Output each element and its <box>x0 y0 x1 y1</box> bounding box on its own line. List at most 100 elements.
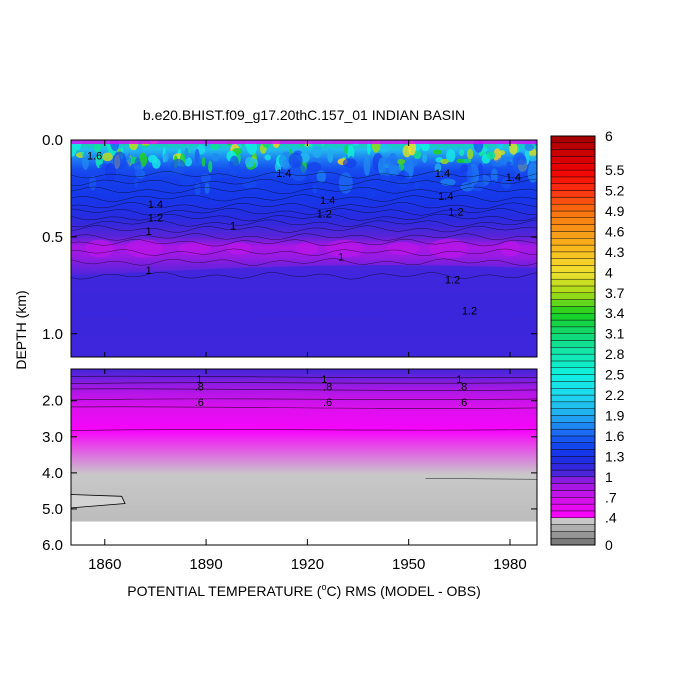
contour-label: 1.2 <box>317 209 332 221</box>
colorbar-label: 1 <box>605 469 613 485</box>
colorbar-segment <box>550 537 596 546</box>
colorbar-frame <box>550 135 596 546</box>
colorbar-segment <box>550 374 596 382</box>
colorbar-segment <box>550 231 596 239</box>
contour-line <box>71 233 537 241</box>
colorbar-segment <box>550 197 596 205</box>
contour-line <box>71 248 537 256</box>
contour-label: 1 <box>321 374 327 386</box>
x-axis-label-end: C) RMS (MODEL - OBS) <box>326 583 480 599</box>
y-tick-label: 4.0 <box>42 465 63 482</box>
contour-label: 1.4 <box>435 168 450 180</box>
contour-label: .6 <box>195 397 204 409</box>
colorbar-segment <box>550 258 596 266</box>
lower-contour-line <box>71 375 537 379</box>
lower-panel-frame <box>70 368 538 546</box>
contour-label: .8 <box>195 381 204 393</box>
colorbar-segment <box>550 442 596 450</box>
colorbar-segment <box>550 183 596 191</box>
colorbar-segment <box>550 278 596 287</box>
contour-label: 1.6 <box>87 151 102 163</box>
deep-blue-region <box>71 265 537 357</box>
y-tick-label: 0.0 <box>42 132 63 149</box>
lower-contour-line <box>425 477 537 480</box>
colorbar-label: 3.4 <box>605 305 625 321</box>
surface-noise-band <box>71 140 537 201</box>
x-tick-label: 1950 <box>392 556 425 573</box>
contour-line <box>71 208 537 216</box>
colorbar-segment <box>550 251 596 259</box>
contour-line <box>71 225 537 233</box>
contour-label: 1 <box>146 265 152 277</box>
contour-label: 1 <box>230 220 236 232</box>
colorbar-label: 1.6 <box>605 428 625 444</box>
contour-line <box>71 272 537 280</box>
colorbar-segment <box>550 510 596 518</box>
colorbar-segment <box>550 503 596 512</box>
contour-label: 1 <box>456 374 462 386</box>
contour-line <box>71 219 537 228</box>
colorbar-segment <box>550 285 596 293</box>
colorbar-label: .7 <box>605 489 617 505</box>
x-tick-label: 1890 <box>189 556 222 573</box>
contour-label: 1.2 <box>445 275 460 287</box>
colorbar-segment <box>550 476 596 484</box>
colorbar-label: 2.2 <box>605 387 625 403</box>
colorbar-label: 4.3 <box>605 244 625 260</box>
colorbar-segment <box>550 517 596 525</box>
x-tick-label: 1920 <box>291 556 324 573</box>
lower-panel-fill <box>71 369 537 524</box>
colorbar-label: 1.3 <box>605 448 625 464</box>
upper-panel-frame <box>70 139 538 358</box>
x-tick-label: 1980 <box>493 556 526 573</box>
no-data-area <box>71 521 537 545</box>
colorbar-segment <box>550 265 596 273</box>
contour-labels: 1.61.4 1.4 1.41.4 1.4 1.41.2 1.2 1.21 1111.21.2… <box>87 151 521 409</box>
colorbar-segment <box>550 367 596 375</box>
contour-label: 1.2 <box>448 207 463 219</box>
contour-label: .6 <box>323 397 332 409</box>
colorbar-label: 3.7 <box>605 285 625 301</box>
contour-line <box>71 186 537 195</box>
contour-label: 1 <box>196 374 202 386</box>
x-axis-label-degree: o <box>321 582 326 592</box>
lower-contour-line <box>71 406 537 409</box>
colorbar-segment <box>550 422 596 430</box>
x-tick-label: 1860 <box>88 556 121 573</box>
colorbar-segment <box>550 333 596 341</box>
colorbar-segment <box>550 435 596 443</box>
colorbar-segment <box>550 163 596 171</box>
colorbar-segment <box>550 524 596 532</box>
colorbar-segment <box>550 135 596 144</box>
contour-line <box>71 194 537 202</box>
colorbar-segment <box>550 142 596 150</box>
lower-contour-line <box>71 398 537 401</box>
contour-label: 1 <box>338 251 344 263</box>
colorbar-segment <box>550 401 596 409</box>
colorbar-label: 3.1 <box>605 326 625 342</box>
colorbar-segment <box>550 408 596 416</box>
colorbar-segment <box>550 313 596 321</box>
y-tick-label: 0.5 <box>42 229 63 246</box>
colorbar-segment <box>550 306 596 314</box>
colorbar-segment <box>550 203 596 212</box>
y-tick-label: 3.0 <box>42 429 63 446</box>
colorbar-label: 6 <box>605 128 613 144</box>
lower-panel <box>70 368 538 546</box>
colorbar-label: .4 <box>605 510 617 526</box>
colorbar-segment <box>550 156 596 164</box>
colorbar-label: 4 <box>605 264 613 280</box>
colorbar-segment <box>550 149 596 157</box>
colorbar-segment <box>550 224 596 232</box>
contour-line <box>71 202 537 210</box>
upper-contour-lines <box>71 171 537 280</box>
colorbar-segment <box>550 463 596 471</box>
chart-title: b.e20.BHIST.f09_g17.20thC.157_01 INDIAN … <box>143 107 465 123</box>
colorbar-segment <box>550 176 596 184</box>
colorbar-segment <box>550 238 596 246</box>
y-tick-label: 6.0 <box>42 537 63 554</box>
colorbar-segment <box>550 169 596 178</box>
colorbar-label: 2.5 <box>605 367 625 383</box>
y-tick-label: 1.0 <box>42 326 63 343</box>
